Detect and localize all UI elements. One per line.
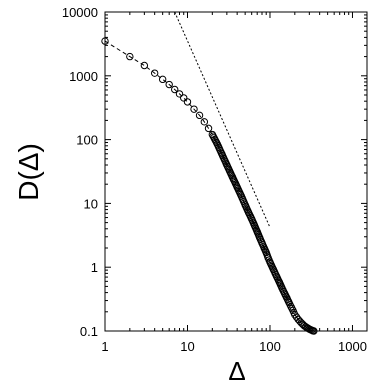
data-point xyxy=(240,199,249,207)
data-point xyxy=(200,118,209,126)
data-point xyxy=(126,52,134,61)
data-point xyxy=(183,98,192,106)
data-point xyxy=(190,105,198,113)
y-tick-label: 10000 xyxy=(62,5,98,20)
data-point xyxy=(204,124,213,133)
data-point xyxy=(158,75,167,84)
y-tick-label: 10 xyxy=(84,196,98,211)
plot-area xyxy=(104,11,368,332)
reference-line xyxy=(174,11,271,228)
data-point xyxy=(101,37,109,45)
data-point xyxy=(255,232,263,240)
y-tick-label: 100 xyxy=(76,133,98,148)
data-point xyxy=(310,327,318,335)
data-point xyxy=(247,213,255,222)
data-point xyxy=(263,252,272,260)
data-point xyxy=(281,291,289,299)
data-point xyxy=(212,137,220,145)
x-tick-label: 1 xyxy=(101,339,108,354)
x-tick-label: 100 xyxy=(259,339,281,354)
x-tick-label: 1000 xyxy=(338,339,367,354)
x-axis-title: Δ xyxy=(228,356,245,386)
data-point xyxy=(195,111,204,120)
data-point xyxy=(150,69,159,77)
y-tick-label: 1000 xyxy=(69,69,98,84)
data-point xyxy=(171,85,179,94)
x-tick-label: 10 xyxy=(180,339,194,354)
plot-frame xyxy=(104,11,368,332)
data-point xyxy=(140,61,149,70)
data-point xyxy=(284,297,292,305)
data-point xyxy=(175,90,184,98)
data-point xyxy=(180,94,188,102)
y-tick-label: 1 xyxy=(91,260,98,275)
data-point xyxy=(286,300,294,309)
data-point xyxy=(237,190,245,199)
y-axis-title: D(Δ) xyxy=(13,143,44,201)
data-point xyxy=(217,148,225,156)
data-point xyxy=(259,242,268,250)
data-point xyxy=(261,247,270,255)
data-layer xyxy=(101,11,318,335)
data-point xyxy=(290,308,298,317)
data-point xyxy=(165,80,173,89)
data-point xyxy=(288,304,296,313)
y-tick-label: 0.1 xyxy=(80,324,98,339)
data-point xyxy=(250,220,258,228)
